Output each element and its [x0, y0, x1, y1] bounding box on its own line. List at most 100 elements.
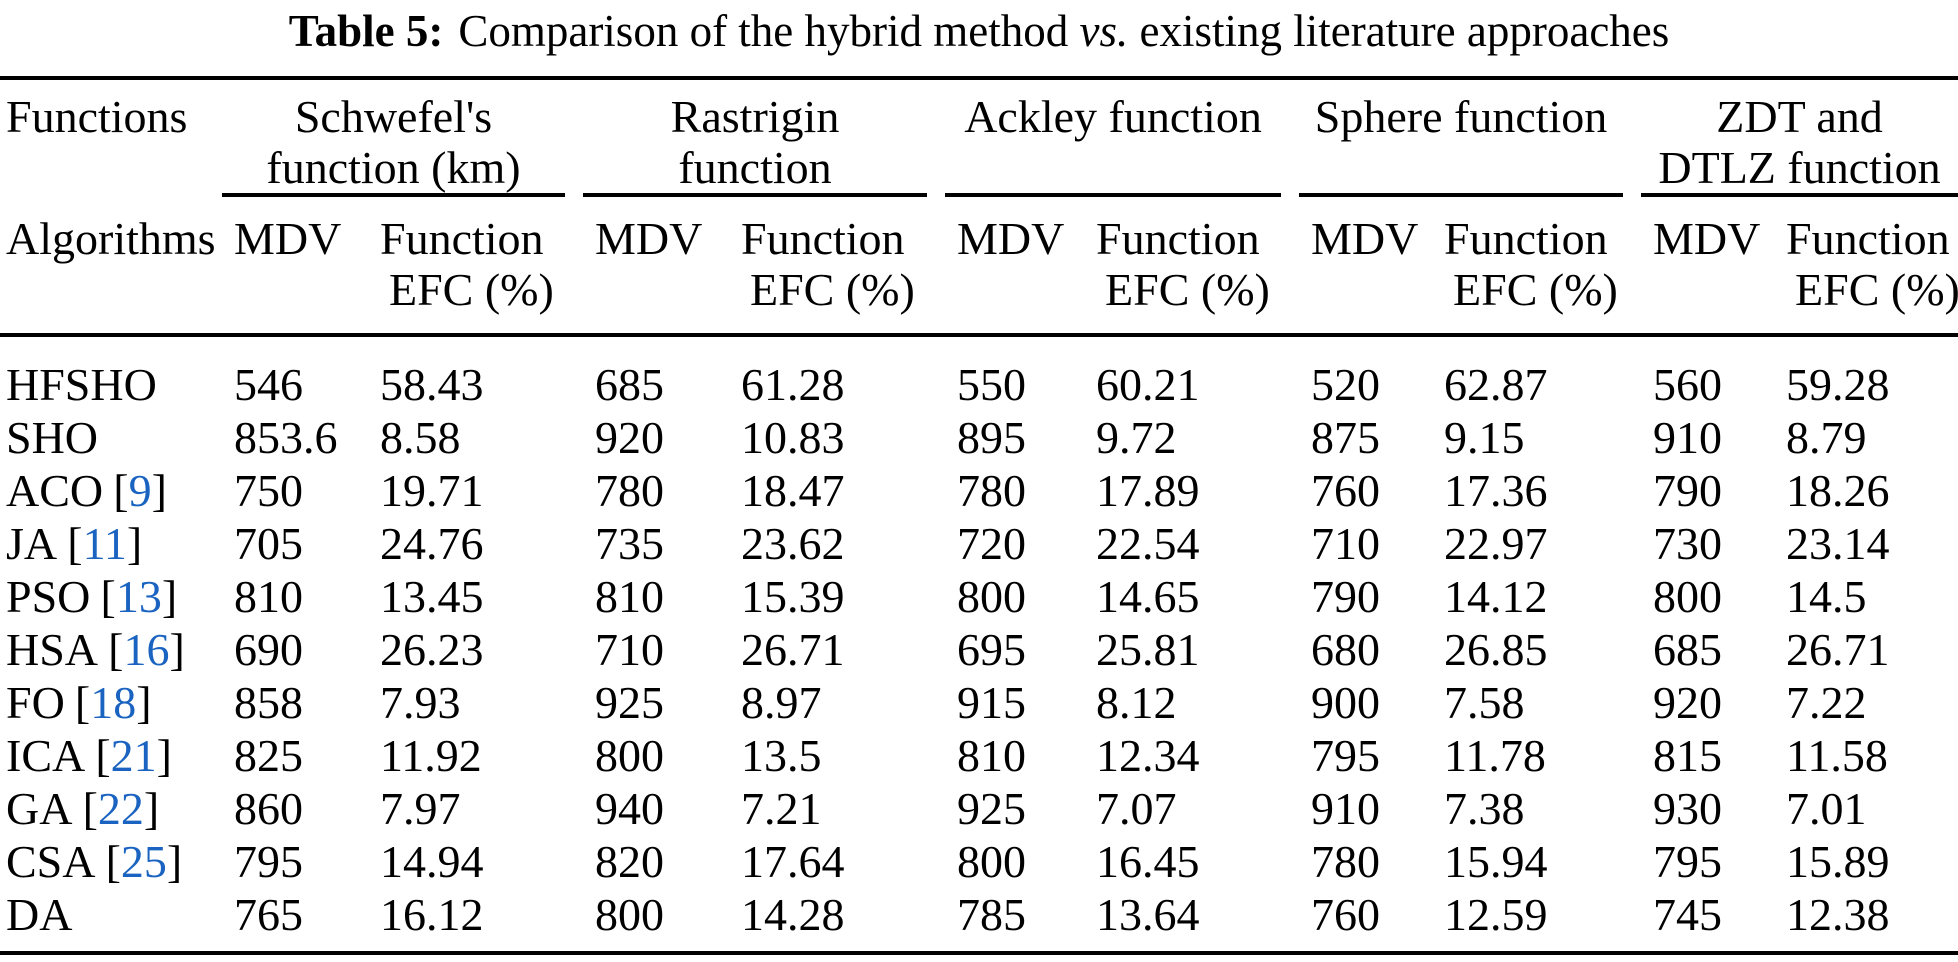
mdv-value-cell: 760: [1311, 888, 1445, 955]
efc-value-cell: 60.21: [1096, 359, 1200, 410]
efc-value-cell: 7.93: [380, 677, 461, 728]
citation-bracket: [: [95, 730, 111, 781]
mdv-value-cell: 685: [595, 359, 664, 410]
citation-bracket: ]: [156, 730, 172, 781]
algorithm-name: DA: [6, 889, 73, 940]
mdv-value-cell: 940: [595, 783, 664, 834]
algorithm-name: JA: [6, 518, 58, 569]
mdv-value-cell: 810: [234, 571, 303, 622]
mdv-value-cell: 820: [595, 836, 664, 887]
algorithm-name: GA: [6, 783, 73, 834]
citation-bracket: [: [113, 465, 129, 516]
efc-value-cell: 13.45: [380, 571, 484, 622]
efc-value-cell: 16.12: [380, 888, 595, 955]
citation-bracket: ]: [126, 518, 143, 569]
mdv-value-cell: 735: [595, 518, 664, 569]
citation-link[interactable]: 18: [90, 677, 137, 728]
mdv-value-cell: 795: [234, 836, 303, 887]
citation-link[interactable]: 9: [128, 465, 152, 516]
efc-header: Function EFC (%): [1786, 197, 1958, 337]
mdv-value-cell: 520: [1311, 359, 1381, 410]
mdv-value-cell: 560: [1653, 359, 1723, 410]
citation-bracket: [: [108, 624, 124, 675]
group-header-ackley: Ackley function: [945, 78, 1311, 197]
efc-value-cell: 15.39: [741, 571, 845, 622]
table-row: ACO [9] 750 19.71 780 18.47 780 17.89 760…: [0, 464, 1958, 517]
mdv-value-cell: 910: [1311, 783, 1381, 834]
table-caption-vs: vs.: [1079, 6, 1129, 56]
efc-value-cell: 14.65: [1096, 571, 1200, 622]
table-row: DA 765 16.12 800 14.28 785 13.64 760 12.…: [0, 888, 1958, 955]
efc-value-cell: 59.28: [1786, 359, 1890, 410]
mdv-value-cell: 815: [1653, 730, 1723, 781]
mdv-value-cell: 875: [1311, 412, 1381, 463]
citation-link[interactable]: 13: [115, 571, 162, 622]
efc-value-cell: 17.36: [1444, 465, 1548, 516]
mdv-value-cell: 860: [234, 783, 303, 834]
algorithm-name: SHO: [6, 412, 99, 463]
functions-header: Functions: [6, 91, 188, 142]
efc-header: Function EFC (%): [1096, 197, 1312, 337]
table-row: HFSHO 546 58.43 685 61.28 550 60.21 520 …: [0, 335, 1958, 411]
citation-link[interactable]: 25: [120, 836, 167, 887]
table-row: HSA [16] 690 26.23 710 26.71 695 25.81 68…: [0, 623, 1958, 676]
efc-value-cell: 11.78: [1444, 730, 1546, 781]
citation-link[interactable]: 21: [110, 730, 157, 781]
mdv-value-cell: 680: [1311, 624, 1381, 675]
mdv-header: MDV: [234, 197, 380, 337]
efc-value-cell: 7.21: [741, 783, 822, 834]
citation-bracket: [: [105, 836, 121, 887]
citation-bracket: [: [74, 677, 91, 728]
citation-bracket: ]: [169, 624, 185, 675]
efc-value-cell: 8.12: [1096, 677, 1177, 728]
mdv-value-cell: 790: [1653, 465, 1723, 516]
efc-value-cell: 9.72: [1096, 412, 1177, 463]
mdv-value-cell: 920: [1653, 677, 1723, 728]
group-header-sphere: Sphere function: [1299, 78, 1653, 197]
efc-header: Function EFC (%): [1444, 197, 1654, 337]
citation-bracket: ]: [151, 465, 167, 516]
mdv-value-cell: 930: [1653, 783, 1723, 834]
algorithm-name: HSA: [6, 624, 99, 675]
table-row: GA [22] 860 7.97 940 7.21 925 7.07 910 7.…: [0, 782, 1958, 835]
citation-bracket: [: [100, 571, 116, 622]
mdv-value-cell: 695: [957, 624, 1027, 675]
mdv-value-cell: 795: [1653, 836, 1723, 887]
mdv-value-cell: 780: [1311, 836, 1381, 887]
mdv-value-cell: 710: [1311, 518, 1381, 569]
algorithm-cell: DA: [0, 888, 234, 955]
efc-value-cell: 7.01: [1786, 783, 1867, 834]
subheader-row: Algorithms MDV Function EFC (%) MDV Funct…: [0, 197, 1958, 337]
algorithm-name: ACO: [6, 465, 104, 516]
efc-value-cell: 7.07: [1096, 783, 1177, 834]
efc-value-cell: 14.5: [1786, 571, 1867, 622]
citation-link[interactable]: 22: [97, 783, 144, 834]
efc-value-cell: 13.64: [1096, 888, 1312, 955]
efc-value-cell: 26.71: [1786, 624, 1890, 675]
mdv-value-cell: 780: [957, 465, 1027, 516]
table-caption-number: Table 5:: [288, 6, 444, 56]
algorithm-name: HFSHO: [6, 359, 157, 410]
mdv-value-cell: 800: [957, 836, 1027, 887]
mdv-value-cell: 810: [957, 730, 1027, 781]
algorithm-cell: HFSHO: [0, 335, 234, 411]
mdv-value-cell: 910: [1653, 412, 1723, 463]
efc-value-cell: 14.94: [380, 836, 484, 887]
citation-link[interactable]: 11: [82, 518, 127, 569]
group-header-rastrigin: Rastrigin function: [583, 78, 957, 197]
algorithm-cell: ICA [21]: [0, 729, 234, 782]
efc-value-cell: 15.94: [1444, 836, 1548, 887]
citation-link[interactable]: 16: [123, 624, 170, 675]
table-row: CSA [25] 795 14.94 820 17.64 800 16.45 78…: [0, 835, 1958, 888]
efc-value-cell: 7.58: [1444, 677, 1525, 728]
algorithm-cell: ACO [9]: [0, 464, 234, 517]
mdv-value-cell: 795: [1311, 730, 1381, 781]
efc-value-cell: 12.59: [1444, 888, 1654, 955]
algorithm-cell: JA [11]: [0, 517, 234, 570]
algorithm-name: FO: [6, 677, 65, 728]
efc-value-cell: 61.28: [741, 359, 845, 410]
mdv-value-cell: 685: [1653, 624, 1723, 675]
mdv-value-cell: 765: [234, 888, 380, 955]
efc-value-cell: 62.87: [1444, 359, 1548, 410]
